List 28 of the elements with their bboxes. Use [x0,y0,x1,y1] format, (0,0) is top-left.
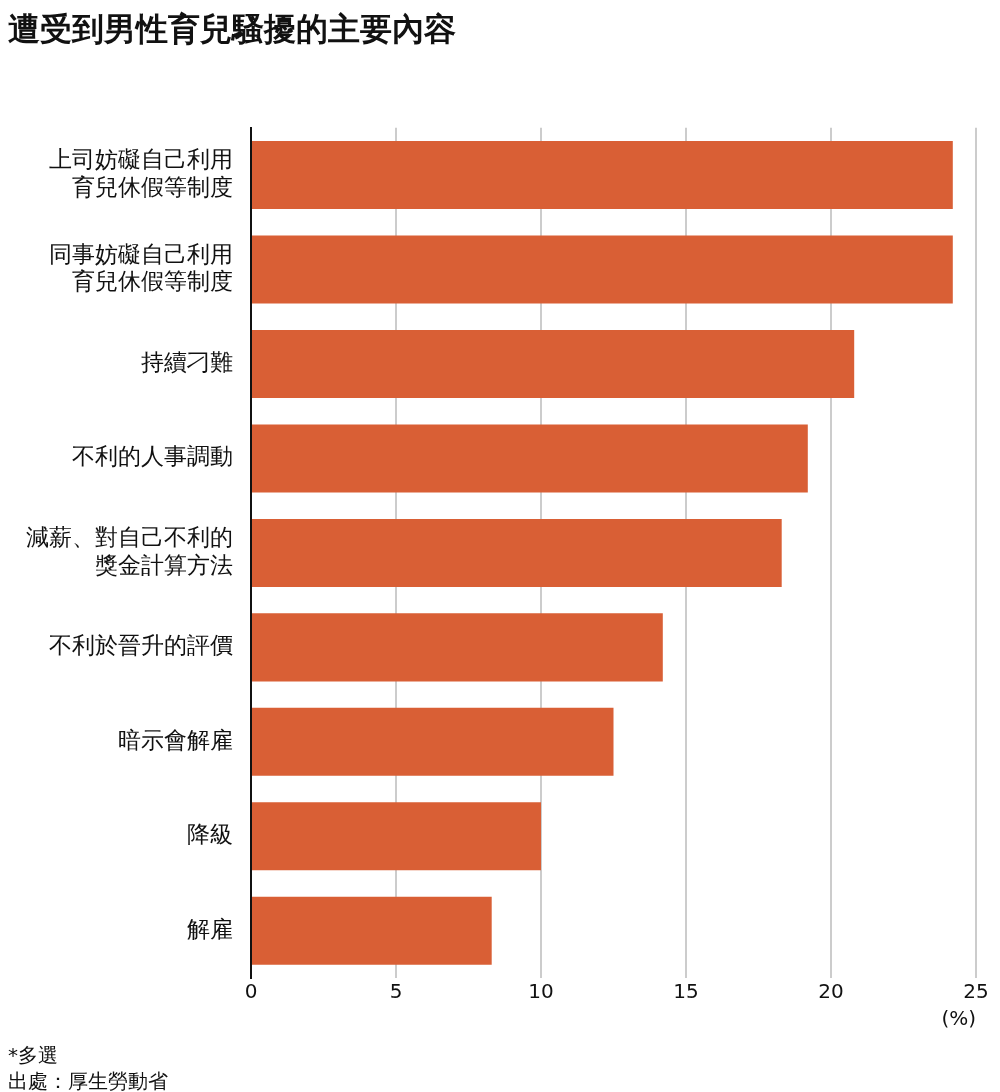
bar [252,802,541,871]
bar [252,707,614,776]
x-tick-label: 0 [244,979,258,1004]
chart-title: 遭受到男性育兒騷擾的主要內容 [8,9,457,50]
text: *多選 [8,1042,59,1068]
y-tick-label: 不利於晉升的評價 [49,632,233,659]
bar [252,613,663,682]
x-tick-label: 20 [818,979,844,1004]
x-tick-label: 10 [528,979,554,1004]
bar [252,235,953,304]
text: 出處：厚生勞動省 [8,1068,169,1092]
y-tick-label: 上司妨礙自己利用育兒休假等制度 [49,146,233,200]
y-tick-label: 持續刁難 [141,348,233,375]
y-tick-label: 降級 [187,821,233,848]
bar [252,141,953,210]
bar [252,896,492,965]
bar [252,329,855,398]
y-tick-label: 同事妨礙自己利用育兒休假等制度 [49,240,233,295]
x-tick-label: 25 [963,979,989,1004]
bar [252,424,808,493]
y-tick-label: 不利的人事調動 [72,443,233,470]
y-tick-label: 解雇 [187,915,233,942]
y-tick-label: 暗示會解雇 [118,726,233,753]
bar [252,518,782,587]
y-tick-label: 減薪、對自己不利的獎金計算方法 [26,524,233,578]
x-axis-title: (%) [941,1006,976,1031]
x-tick-label: 15 [673,979,699,1004]
x-tick-label: 5 [389,979,403,1004]
